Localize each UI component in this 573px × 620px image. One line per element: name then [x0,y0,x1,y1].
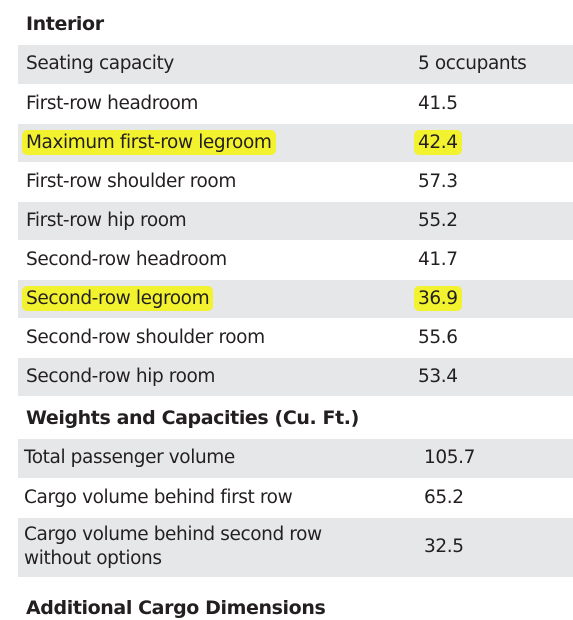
spec-label: Second-row headroom [26,248,227,270]
spec-value: 55.6 [418,326,458,348]
spec-value: 5 occupants [418,53,527,75]
spec-value-highlighted: 36.9 [416,287,460,309]
spec-label: Cargo volume behind first row [24,486,293,508]
interior-title: Interior [26,13,104,35]
spec-label: Seating capacity [26,53,174,75]
spec-label: Second-row shoulder room [26,326,265,348]
spec-label: Cargo volume behind second row without o… [24,524,322,569]
spec-value: 55.2 [418,209,458,231]
spec-value-highlighted: 42.4 [416,131,460,153]
next-section-title: Additional Cargo Dimensions [26,597,326,619]
spec-label: Second-row hip room [26,365,216,387]
table-row: Seating capacity 5 occupants [18,45,573,85]
table-row: Second-row hip room 53.4 [18,357,573,397]
spec-label-highlighted: Second-row legroom [24,287,212,309]
table-row: First-row shoulder room 57.3 [18,162,573,202]
table-row: Second-row headroom 41.7 [18,240,573,280]
spec-label: First-row headroom [26,92,198,114]
spec-value: 53.4 [418,365,458,387]
spec-label-highlighted: Maximum first-row legroom [24,131,274,153]
spec-value: 57.3 [418,170,458,192]
table-row: Cargo volume behind second row without o… [18,517,573,578]
spec-value: 41.5 [418,92,458,114]
spec-value: 65.2 [424,486,464,508]
weights-title: Weights and Capacities (Cu. Ft.) [26,407,359,429]
table-row: Cargo volume behind first row 65.2 [18,478,573,518]
table-row: Maximum first-row legroom 42.4 [18,123,573,163]
spec-value: 105.7 [424,447,475,469]
weights-table: Total passenger volume 105.7 Cargo volum… [18,439,573,578]
spec-label: First-row shoulder room [26,170,236,192]
table-row: First-row hip room 55.2 [18,201,573,241]
spec-value: 41.7 [418,248,458,270]
spec-label: Total passenger volume [24,447,235,469]
table-row: Second-row shoulder room 55.6 [18,318,573,358]
spec-value: 32.5 [424,536,464,557]
interior-table: Seating capacity 5 occupants First-row h… [18,45,573,397]
table-row: Second-row legroom 36.9 [18,279,573,319]
table-row: Total passenger volume 105.7 [18,439,573,479]
table-row: First-row headroom 41.5 [18,84,573,124]
spec-label: First-row hip room [26,209,187,231]
